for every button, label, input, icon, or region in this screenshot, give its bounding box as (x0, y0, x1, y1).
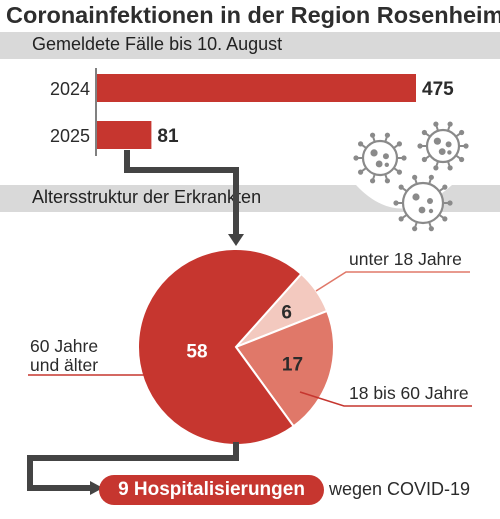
pie-label-mid: 18 bis 60 Jahre (349, 383, 469, 403)
bar-chart-title: Gemeldete Fälle bis 10. August (32, 34, 283, 54)
pie-value-60-plus: 58 (186, 342, 207, 363)
bar-value-label: 81 (157, 126, 179, 147)
pie-value-18-60: 17 (282, 354, 303, 375)
bar-2024 (97, 74, 416, 102)
hospitalisation-badge: 9 Hospitalisierungen (99, 475, 324, 505)
pie-value-under-18: 6 (281, 303, 292, 324)
hospitalisation-suffix: wegen COVID-19 (329, 479, 471, 499)
virus-icon (393, 174, 453, 232)
pie-label-old-line1: 60 Jahre (30, 336, 98, 356)
connector-arrowhead-2 (90, 481, 103, 495)
pie-label-young: unter 18 Jahre (349, 249, 462, 269)
pie-label-old-line2: und älter (30, 355, 98, 375)
leader-young (315, 271, 470, 292)
bar-2025 (97, 121, 152, 149)
virus-icon (353, 132, 407, 184)
connector-arrow-1 (124, 150, 239, 236)
bar-category-label: 2024 (50, 79, 90, 99)
bar-category-label: 2025 (50, 126, 90, 146)
virus-icon (417, 121, 469, 171)
pie-slice-18-60 (234, 309, 335, 428)
page-title: Coronainfektionen in der Region Rosenhei… (6, 2, 500, 28)
leader-mid (299, 391, 472, 407)
bar-value-label: 475 (422, 79, 454, 100)
connector-arrowhead-1 (228, 234, 244, 246)
pie-chart-title: Altersstruktur der Erkrankten (32, 187, 262, 207)
connector-arrow-2 (27, 442, 239, 491)
bar-section-header: Gemeldete Fälle bis 10. August (0, 32, 500, 59)
